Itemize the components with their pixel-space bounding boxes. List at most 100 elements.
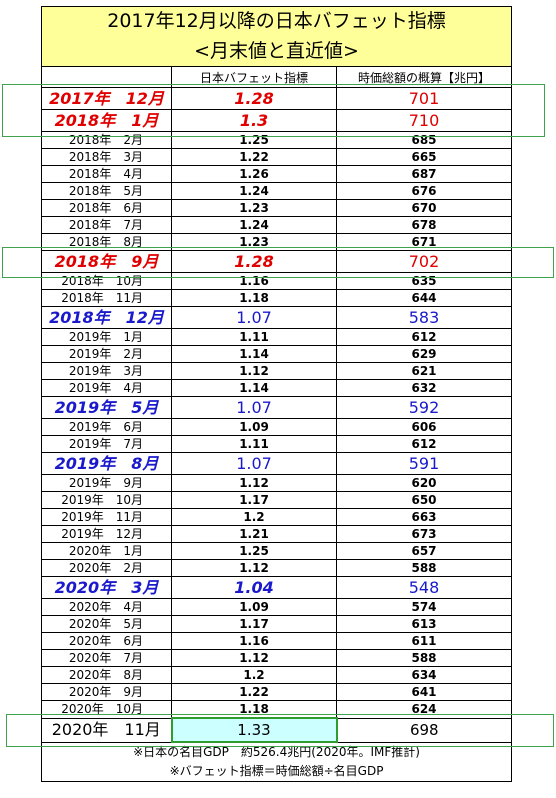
- row-market-cap: 687: [335, 165, 513, 183]
- row-date: 2020年 2月: [41, 559, 172, 577]
- table-row: 2019年 9月 1.12 620: [41, 474, 513, 492]
- row-indicator: 1.21: [171, 525, 337, 543]
- row-date: 2018年 4月: [41, 165, 172, 183]
- row-market-cap: 606: [335, 418, 513, 436]
- buffett-indicator-sheet: 2017年12月以降の日本バフェット指標 <月末値と直近値> 日本バフェット指標…: [40, 6, 513, 782]
- row-market-cap: 611: [335, 632, 513, 650]
- row-market-cap: 548: [335, 576, 513, 599]
- row-market-cap: 620: [335, 474, 513, 492]
- row-date: 2019年 10月: [41, 491, 172, 509]
- note-gdp: ※日本の名目GDP 約526.4兆円(2020年。IMF推計): [40, 742, 513, 762]
- table-row: 2018年 6月 1.23 670: [41, 199, 513, 217]
- table-row: 2019年 7月 1.11 612: [41, 435, 513, 453]
- row-date: 2019年 4月: [41, 379, 172, 397]
- row-date: 2020年 10月: [41, 700, 172, 719]
- row-date: 2017年 12月: [41, 87, 172, 110]
- table-row: 2020年 4月 1.09 574: [41, 598, 513, 616]
- row-indicator: 1.2: [171, 508, 337, 526]
- row-market-cap: 673: [335, 525, 513, 543]
- table-row: 2019年 6月 1.09 606: [41, 418, 513, 436]
- row-date: 2020年 6月: [41, 632, 172, 650]
- table-row: 2019年 4月 1.14 632: [41, 379, 513, 397]
- row-date: 2020年 1月: [41, 542, 172, 560]
- table-title: 2017年12月以降の日本バフェット指標: [40, 6, 513, 36]
- row-date: 2018年 8月: [41, 233, 172, 251]
- row-date: 2019年 5月: [41, 396, 172, 419]
- row-date: 2020年 3月: [41, 576, 172, 599]
- table-row: 2020年 9月 1.22 641: [41, 683, 513, 701]
- row-market-cap: 612: [335, 435, 513, 453]
- row-market-cap: 591: [335, 452, 513, 475]
- row-market-cap: 678: [335, 216, 513, 234]
- row-market-cap: 650: [335, 491, 513, 509]
- row-date: 2018年 3月: [41, 148, 172, 166]
- title-row-2: <月末値と直近値>: [40, 36, 513, 67]
- row-market-cap: 671: [335, 233, 513, 251]
- row-indicator: 1.22: [171, 683, 337, 701]
- table-row: 2019年 8月 1.07 591: [41, 452, 513, 475]
- table-row: 2020年 11月 1.33 698: [41, 717, 513, 743]
- row-market-cap: 657: [335, 542, 513, 560]
- row-market-cap: 698: [335, 718, 513, 743]
- title-row-1: 2017年12月以降の日本バフェット指標: [40, 6, 513, 36]
- table-row: 2020年 1月 1.25 657: [41, 542, 513, 560]
- row-indicator: 1.04: [171, 576, 337, 599]
- table-row: 2019年 10月 1.17 650: [41, 491, 513, 509]
- table-row: 2020年 10月 1.18 624: [41, 700, 513, 719]
- row-market-cap: 612: [335, 328, 513, 346]
- row-market-cap: 663: [335, 508, 513, 526]
- table-row: 2020年 5月 1.17 613: [41, 615, 513, 633]
- row-indicator: 1.07: [171, 452, 337, 475]
- row-market-cap: 629: [335, 345, 513, 363]
- row-market-cap: 676: [335, 182, 513, 200]
- row-market-cap: 624: [335, 700, 513, 719]
- header-date: [41, 66, 172, 88]
- data-rows: 2017年 12月 1.28 701 2018年 1月 1.3 710 2018年 2月 1.…: [41, 87, 513, 743]
- row-indicator: 1.17: [171, 491, 337, 509]
- row-indicator: 1.24: [171, 182, 337, 200]
- row-date: 2018年 12月: [41, 306, 172, 329]
- row-date: 2019年 12月: [41, 525, 172, 543]
- row-indicator: 1.14: [171, 345, 337, 363]
- note-row-1: ※日本の名目GDP 約526.4兆円(2020年。IMF推計): [40, 742, 513, 762]
- row-date: 2019年 2月: [41, 345, 172, 363]
- row-date: 2019年 7月: [41, 435, 172, 453]
- row-market-cap: 634: [335, 666, 513, 684]
- table-row: 2019年 12月 1.21 673: [41, 525, 513, 543]
- row-indicator: 1.12: [171, 649, 337, 667]
- row-date: 2018年 11月: [41, 289, 172, 307]
- buffett-indicator-table: 2017年12月以降の日本バフェット指標 <月末値と直近値> 日本バフェット指標…: [40, 6, 513, 782]
- row-date: 2019年 1月: [41, 328, 172, 346]
- row-indicator: 1.11: [171, 328, 337, 346]
- row-market-cap: 588: [335, 649, 513, 667]
- row-date: 2020年 8月: [41, 666, 172, 684]
- row-date: 2020年 7月: [41, 649, 172, 667]
- row-market-cap: 644: [335, 289, 513, 307]
- row-indicator: 1.2: [171, 666, 337, 684]
- row-market-cap: 701: [335, 87, 513, 110]
- row-date: 2018年 10月: [41, 272, 172, 290]
- row-indicator: 1.22: [171, 148, 337, 166]
- table-row: 2018年 11月 1.18 644: [41, 289, 513, 307]
- row-date: 2018年 7月: [41, 216, 172, 234]
- row-indicator: 1.16: [171, 632, 337, 650]
- table-row: 2018年 4月 1.26 687: [41, 165, 513, 183]
- note-formula: ※バフェット指標＝時価総額÷名目GDP: [40, 762, 513, 782]
- row-indicator: 1.14: [171, 379, 337, 397]
- row-market-cap: 665: [335, 148, 513, 166]
- table-row: 2018年 9月 1.28 702: [41, 250, 513, 273]
- row-market-cap: 588: [335, 559, 513, 577]
- header-row: 日本バフェット指標 時価総額の概算【兆円】: [41, 66, 513, 88]
- row-market-cap: 574: [335, 598, 513, 616]
- row-market-cap: 685: [335, 131, 513, 149]
- header-indicator: 日本バフェット指標: [171, 66, 337, 88]
- table-row: 2019年 5月 1.07 592: [41, 396, 513, 419]
- row-date: 2019年 9月: [41, 474, 172, 492]
- row-indicator: 1.07: [171, 306, 337, 329]
- row-indicator: 1.23: [171, 199, 337, 217]
- row-market-cap: 710: [335, 109, 513, 132]
- row-indicator: 1.3: [171, 109, 337, 132]
- row-indicator: 1.25: [171, 542, 337, 560]
- row-indicator: 1.11: [171, 435, 337, 453]
- table-row: 2017年 12月 1.28 701: [41, 87, 513, 110]
